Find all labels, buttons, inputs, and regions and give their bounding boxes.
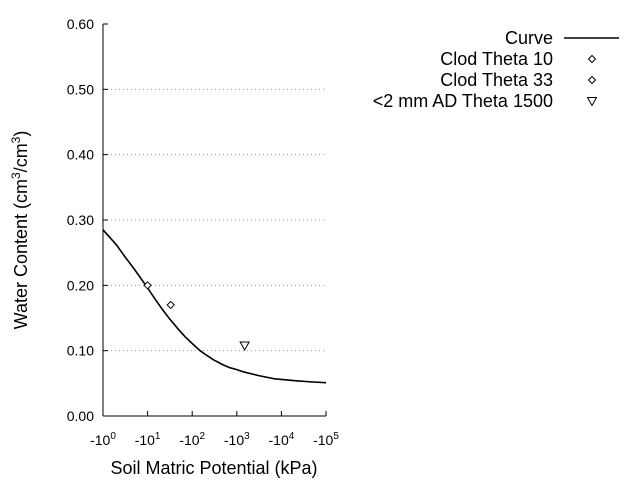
axes: [102, 23, 327, 417]
data-point-1: [143, 281, 152, 290]
x-tick-label-base: -10: [90, 432, 110, 448]
curve-line: [102, 229, 327, 384]
y-tick-label: 0.20: [67, 277, 94, 293]
legend-label: Clod Theta 10: [440, 49, 553, 69]
y-axis-title-sup1: 3: [9, 172, 23, 179]
x-tick-label-exp: 4: [289, 431, 295, 442]
y-tick-label: 0.60: [67, 16, 94, 32]
x-tick-label-exp: 3: [244, 431, 250, 442]
x-tick-label-base: -10: [313, 432, 333, 448]
x-tick-labels: -100 -101 -102 -103 -104 -105: [90, 431, 339, 448]
y-axis-title-main: Water Content (cm: [11, 179, 31, 329]
x-tick-label-exp: 5: [333, 431, 339, 442]
x-tick-label-base: -10: [179, 432, 199, 448]
y-axis-title-sup2: 3: [9, 136, 23, 143]
x-tick-label-base: -10: [135, 432, 155, 448]
legend-diamond-swatch: [587, 54, 597, 64]
x-axis-title: Soil Matric Potential (kPa): [110, 458, 317, 478]
data-point-3: [239, 341, 251, 351]
grid-lines: [103, 88, 326, 352]
y-axis-title: Water Content (cm3/cm3): [9, 131, 31, 330]
x-tick-label-exp: 2: [200, 431, 206, 442]
y-tick-label: 0.30: [67, 212, 94, 228]
x-tick-label: -104: [269, 431, 295, 448]
y-axis-title-mid: /cm: [11, 143, 31, 172]
data-series: [102, 229, 327, 384]
y-tick-label: 0.10: [67, 343, 94, 359]
y-tick-label: 0.50: [67, 81, 94, 97]
y-tick-labels: 0.00 0.10 0.20 0.30 0.40 0.50 0.60: [67, 16, 94, 424]
y-axis-title-end: ): [11, 131, 31, 137]
legend-label: Clod Theta 33: [440, 70, 553, 90]
x-tick-label: -101: [135, 431, 161, 448]
legend-triangle-swatch: [586, 97, 598, 107]
y-tick-label: 0.40: [67, 147, 94, 163]
x-tick-label-exp: 1: [155, 431, 161, 442]
legend-label: Curve: [505, 28, 553, 48]
x-tick-label: -100: [90, 431, 116, 448]
legend-label: <2 mm AD Theta 1500: [373, 91, 553, 111]
y-tick-label: 0.00: [67, 408, 94, 424]
data-point-2: [166, 300, 175, 310]
x-tick-label-base: -10: [269, 432, 289, 448]
x-tick-label-base: -10: [224, 432, 244, 448]
x-tick-label: -102: [179, 431, 205, 448]
x-tick-label-exp: 0: [110, 431, 116, 442]
legend-diamond-swatch: [587, 75, 597, 85]
x-tick-label: -105: [313, 431, 339, 448]
x-tick-label: -103: [224, 431, 250, 448]
